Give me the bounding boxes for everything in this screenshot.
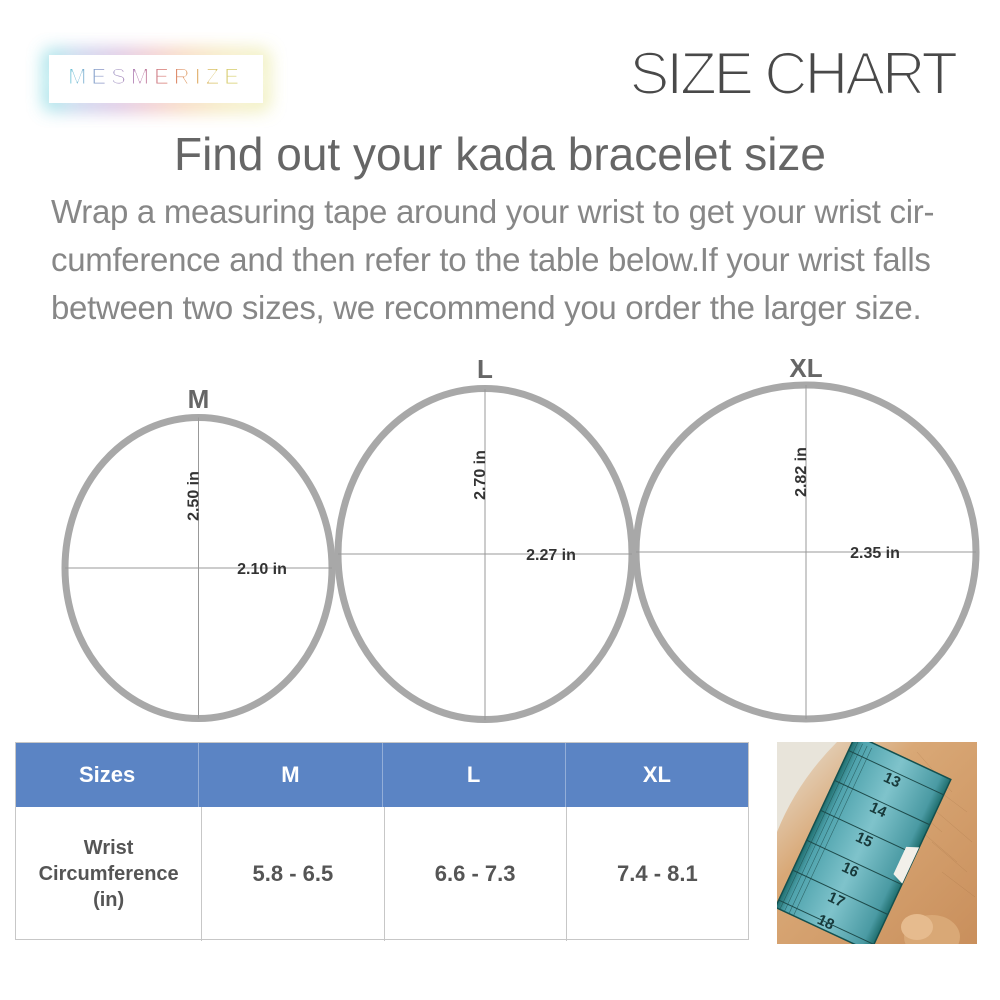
svg-text:XL: XL [789,353,822,383]
svg-text:2.35 in: 2.35 in [850,545,900,562]
svg-text:M: M [188,384,210,414]
svg-text:L: L [477,354,493,384]
svg-text:2.10 in: 2.10 in [237,561,287,578]
svg-text:2.27 in: 2.27 in [526,547,576,564]
svg-text:2.70 in: 2.70 in [472,450,489,500]
svg-text:2.50 in: 2.50 in [186,471,203,521]
svg-text:2.82 in: 2.82 in [793,447,810,497]
